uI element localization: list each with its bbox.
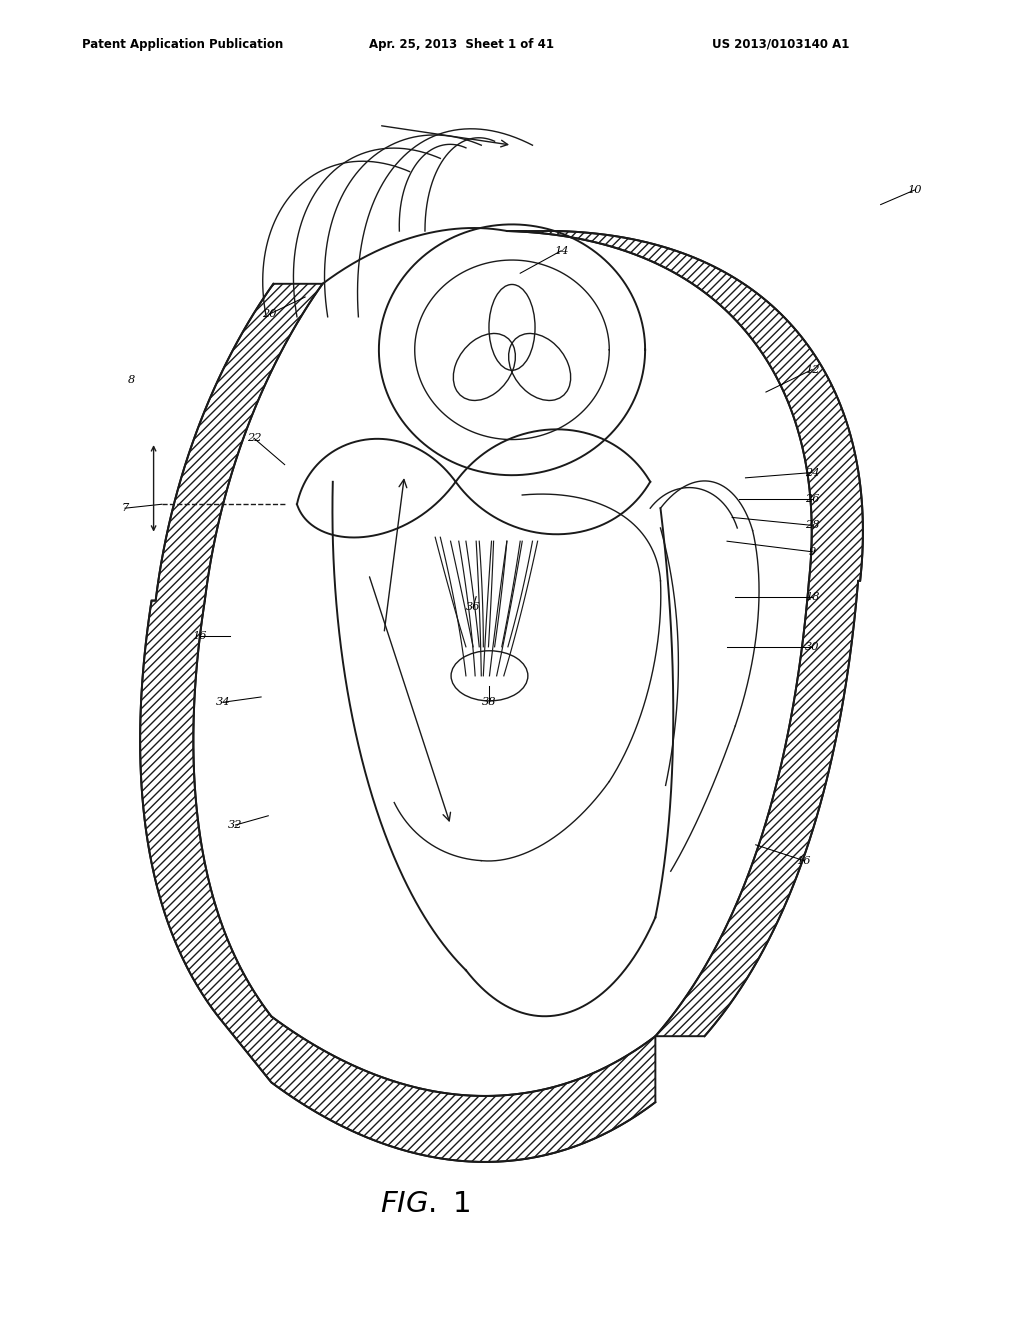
Text: 22: 22 [247,433,261,444]
Polygon shape [140,284,655,1162]
Text: 10: 10 [907,185,922,195]
Text: 34: 34 [216,697,230,708]
Text: 16: 16 [797,855,811,866]
Text: 8: 8 [127,375,135,385]
Text: 7: 7 [121,503,129,513]
Text: 18: 18 [805,591,819,602]
Text: 28: 28 [805,520,819,531]
Text: 16: 16 [193,631,207,642]
Text: 20: 20 [262,309,276,319]
Text: 36: 36 [466,602,480,612]
Text: 38: 38 [482,697,497,708]
Text: 26: 26 [805,494,819,504]
Text: $\mathit{FIG.\ 1}$: $\mathit{FIG.\ 1}$ [380,1189,470,1218]
Text: 24: 24 [805,467,819,478]
Text: 32: 32 [228,820,243,830]
Text: 12: 12 [805,364,819,375]
Text: Patent Application Publication: Patent Application Publication [82,37,284,50]
Text: US 2013/0103140 A1: US 2013/0103140 A1 [712,37,849,50]
Polygon shape [507,231,863,1036]
Text: 30: 30 [805,642,819,652]
Text: Apr. 25, 2013  Sheet 1 of 41: Apr. 25, 2013 Sheet 1 of 41 [369,37,554,50]
Text: 14: 14 [554,246,568,256]
Text: 9: 9 [808,546,816,557]
